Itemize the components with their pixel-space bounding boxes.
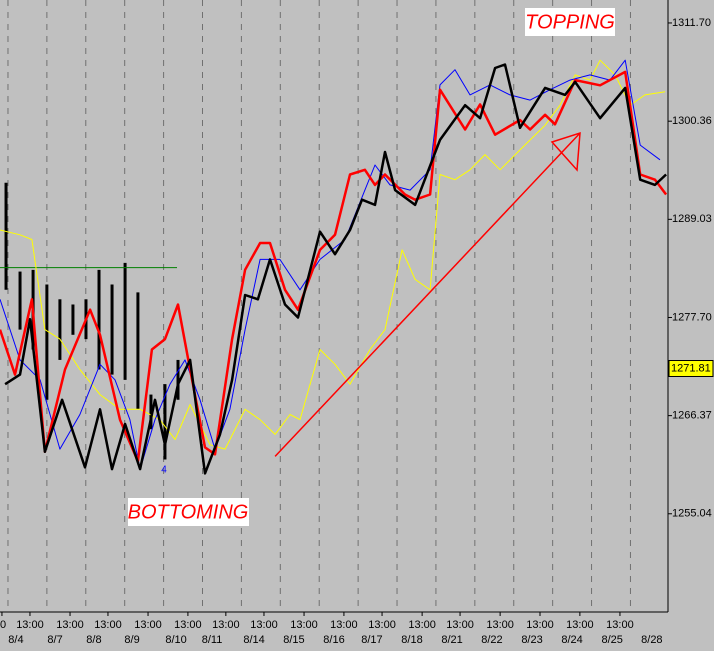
- y-tick-label: 1300.36: [672, 115, 712, 127]
- series-line: [4, 63, 667, 475]
- x-tick-label: 13:00: [174, 619, 202, 631]
- x-tick-label: 13:00: [56, 619, 84, 631]
- x-date-label: 8/18: [401, 634, 422, 646]
- x-tick-label: 13:00: [526, 619, 554, 631]
- y-tick-label: 1277.70: [672, 311, 712, 323]
- x-tick-label: 13:00: [290, 619, 318, 631]
- x-date-label: 8/24: [561, 634, 582, 646]
- price-label: 1271.81: [671, 362, 711, 374]
- x-date-label: 8/11: [202, 634, 223, 646]
- x-date-label: 8/21: [441, 634, 462, 646]
- x-date-label: 8/25: [601, 634, 622, 646]
- series-line: [0, 59, 661, 470]
- x-tick-label: 13:00: [566, 619, 594, 631]
- x-date-label: 8/7: [47, 634, 62, 646]
- x-tick-label: 13:00: [94, 619, 122, 631]
- x-tick-label: 13:00: [212, 619, 240, 631]
- x-date-label: 8/8: [86, 634, 101, 646]
- x-date-label: 8/23: [521, 634, 542, 646]
- arrow-head: [550, 131, 581, 172]
- annotation: BOTTOMING: [128, 501, 249, 523]
- x-tick-label: 13:00: [250, 619, 278, 631]
- x-tick-label: 13:00: [330, 619, 358, 631]
- x-date-label: 8/15: [283, 634, 304, 646]
- y-tick-label: 1255.04: [672, 508, 712, 520]
- marker-label: 4: [161, 465, 167, 476]
- y-tick-label: 1311.70: [672, 17, 711, 29]
- x-tick-label: 13:00: [408, 619, 436, 631]
- series-line: [274, 132, 581, 457]
- x-tick-label: 13:00: [16, 619, 44, 631]
- x-tick-label: 0: [0, 619, 6, 631]
- x-date-label: 8/9: [124, 634, 139, 646]
- x-tick-label: 13:00: [368, 619, 396, 631]
- x-tick-label: 13:00: [606, 619, 634, 631]
- price-label-box: [668, 359, 714, 377]
- annotation-box: [525, 8, 615, 36]
- y-tick-label: 1289.03: [672, 213, 712, 225]
- y-tick-label: 1266.37: [672, 410, 712, 422]
- x-date-label: 8/14: [243, 634, 264, 646]
- x-date-label: 8/22: [481, 634, 502, 646]
- x-date-label: 8/28: [641, 634, 662, 646]
- annotation-box: [128, 498, 249, 526]
- annotation: TOPPING: [525, 11, 615, 33]
- x-date-label: 8/17: [361, 634, 382, 646]
- x-tick-label: 13:00: [446, 619, 474, 631]
- x-tick-label: 13:00: [486, 619, 514, 631]
- x-date-label: 8/10: [165, 634, 186, 646]
- x-tick-label: 13:00: [134, 619, 162, 631]
- x-date-label: 8/16: [323, 634, 344, 646]
- x-date-label: 8/4: [8, 634, 23, 646]
